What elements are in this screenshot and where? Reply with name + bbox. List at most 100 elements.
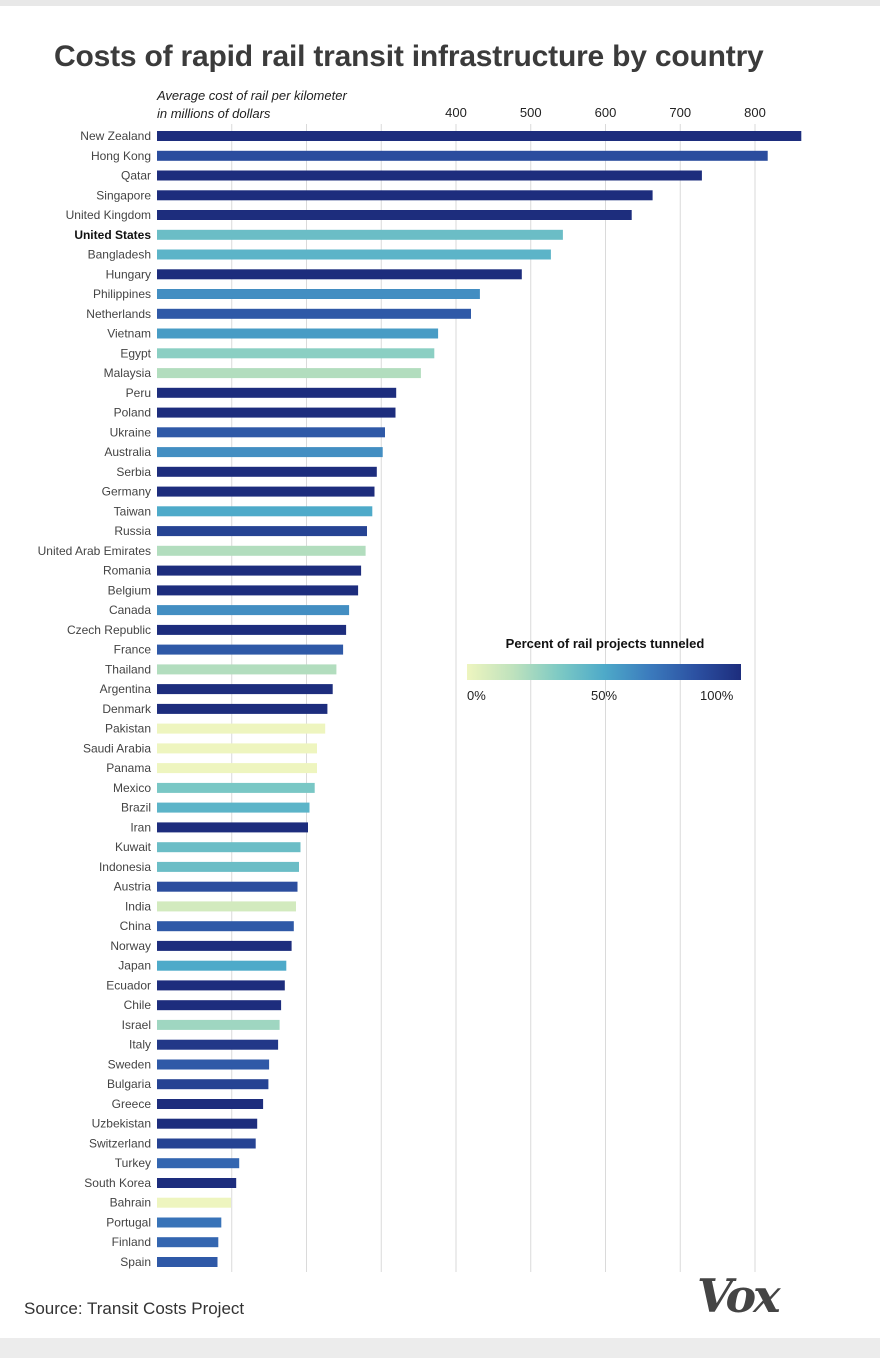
- category-label: Japan: [118, 959, 151, 973]
- category-label: India: [125, 899, 151, 913]
- legend-color-scale: [467, 664, 741, 680]
- x-tick-label: 600: [595, 105, 617, 120]
- category-label: Spain: [120, 1255, 151, 1269]
- category-label: South Korea: [84, 1176, 151, 1190]
- category-label: Serbia: [116, 465, 151, 479]
- bottom-band: [0, 1338, 880, 1358]
- category-label: Germany: [102, 485, 151, 499]
- axis-label-line2: in millions of dollars: [157, 106, 271, 121]
- category-label: Sweden: [108, 1058, 151, 1072]
- bar: [157, 881, 298, 892]
- category-label: Turkey: [115, 1156, 151, 1170]
- bar: [157, 526, 367, 537]
- bar: [157, 802, 310, 813]
- bar: [157, 210, 632, 220]
- bar: [157, 921, 294, 932]
- bar: [157, 644, 344, 655]
- bar-chart: New Zealand Hong Kong Qatar Singapore United…: [38, 88, 802, 1272]
- bar: [157, 624, 347, 635]
- category-label: Peru: [126, 386, 151, 400]
- bar: [157, 269, 522, 280]
- category-label: Thailand: [105, 662, 151, 676]
- bar: [157, 170, 702, 181]
- category-label: France: [114, 643, 152, 657]
- bar: [157, 1178, 237, 1188]
- legend-min-label: 0%: [467, 688, 486, 703]
- bar: [157, 190, 653, 201]
- bar: [157, 1257, 218, 1267]
- category-label: Bulgaria: [107, 1077, 151, 1091]
- bar: [157, 605, 350, 616]
- bar: [157, 486, 375, 497]
- category-label: Israel: [122, 1018, 151, 1032]
- bar: [157, 782, 315, 793]
- legend: Percent of rail projects tunneled 0% 50%…: [467, 636, 741, 703]
- page-title: Costs of rapid rail transit infrastructu…: [54, 40, 764, 73]
- bar: [157, 1197, 231, 1208]
- bar: [157, 1099, 264, 1109]
- bar: [157, 960, 287, 971]
- legend-title: Percent of rail projects tunneled: [505, 636, 705, 651]
- x-tick-label: 500: [520, 105, 542, 120]
- category-label: Indonesia: [99, 860, 151, 874]
- bar: [157, 1039, 279, 1050]
- category-label: Pakistan: [105, 722, 151, 736]
- x-tick-labels: 400 500 600 700 800: [445, 105, 766, 120]
- x-tick-label: 400: [445, 105, 467, 120]
- bar: [157, 308, 471, 319]
- category-label: Czech Republic: [67, 623, 151, 637]
- x-tick-label: 700: [669, 105, 691, 120]
- bar: [157, 1059, 270, 1070]
- category-label: Italy: [129, 1038, 151, 1052]
- category-label: Netherlands: [86, 307, 151, 321]
- bar: [157, 723, 326, 734]
- bar: [157, 940, 292, 951]
- category-label: Russia: [114, 524, 151, 538]
- bar: [157, 1118, 258, 1129]
- category-label: Greece: [112, 1097, 152, 1111]
- category-label: Bahrain: [110, 1196, 151, 1210]
- category-label: Bangladesh: [88, 248, 151, 262]
- bar: [157, 664, 337, 675]
- bar: [157, 368, 421, 379]
- category-label: Poland: [114, 406, 151, 420]
- bar: [157, 842, 301, 853]
- legend-max-label: 100%: [700, 688, 734, 703]
- category-label: Argentina: [100, 682, 152, 696]
- category-label: United Arab Emirates: [38, 544, 151, 558]
- category-label: Finland: [112, 1235, 151, 1249]
- bar: [157, 1079, 269, 1090]
- bar: [157, 131, 802, 141]
- bar: [157, 980, 285, 991]
- bar: [157, 743, 317, 754]
- bar: [157, 407, 396, 418]
- category-label: Denmark: [102, 702, 152, 716]
- category-label: Iran: [130, 820, 151, 834]
- bar: [157, 763, 317, 774]
- bar: [157, 1217, 222, 1228]
- category-label: Austria: [114, 880, 152, 894]
- category-label: Belgium: [108, 583, 151, 597]
- bar: [157, 466, 377, 477]
- vox-logo: Vox: [697, 1269, 781, 1323]
- legend-mid-label: 50%: [591, 688, 618, 703]
- bar: [157, 387, 397, 398]
- category-label: Brazil: [121, 801, 151, 815]
- top-rule: [0, 0, 880, 6]
- category-label: China: [120, 919, 152, 933]
- bar: [157, 328, 439, 339]
- axis-label-line1: Average cost of rail per kilometer: [156, 88, 347, 103]
- bar: [157, 249, 551, 260]
- category-label: Ecuador: [106, 978, 151, 992]
- category-label: New Zealand: [80, 129, 151, 143]
- category-label: Hong Kong: [91, 149, 151, 163]
- category-label: Taiwan: [114, 504, 151, 518]
- bar: [157, 545, 366, 556]
- category-label: Singapore: [96, 188, 151, 202]
- source-note: Source: Transit Costs Project: [24, 1299, 245, 1318]
- bar: [157, 150, 768, 161]
- bar: [157, 229, 563, 240]
- category-label: Philippines: [93, 287, 151, 301]
- category-label: Panama: [106, 761, 151, 775]
- bar: [157, 565, 362, 576]
